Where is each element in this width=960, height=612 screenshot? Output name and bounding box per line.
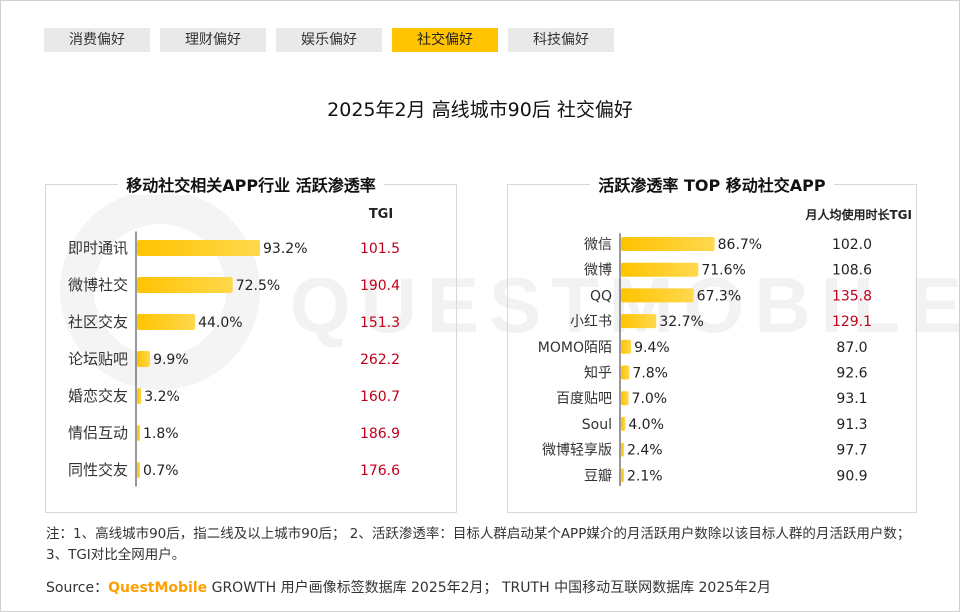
category-label: 同性交友 (68, 461, 128, 479)
source-prefix: Source： (46, 580, 109, 596)
tgi-value: 93.1 (836, 391, 867, 407)
source-line: Source：QuestMobile GROWTH 用户画像标签数据库 2025… (46, 577, 771, 597)
tgi-value: 129.1 (832, 314, 872, 330)
industry-panel: 移动社交相关APP行业 活跃渗透率 (45, 176, 457, 513)
bar-value-label: 32.7% (659, 314, 703, 330)
bar (621, 339, 632, 354)
bar (621, 314, 657, 329)
tgi-value: 87.0 (836, 340, 867, 356)
bar (137, 314, 196, 330)
category-label: 社区交友 (68, 313, 128, 331)
bar-value-label: 2.1% (627, 468, 663, 484)
category-label: 微博 (584, 262, 612, 279)
bar-value-label: 1.8% (143, 426, 179, 442)
app-panel: 活跃渗透率 TOP 移动社交APP (507, 176, 917, 513)
category-label: Soul (582, 417, 612, 433)
tgi-value: 97.7 (836, 443, 867, 459)
category-label: 微博轻享版 (542, 442, 612, 459)
category-label: 情侣互动 (68, 424, 128, 442)
tgi-header: 月人均使用时长TGI (804, 207, 912, 222)
bar-value-label: 9.9% (153, 352, 189, 368)
tab-technology[interactable]: 科技偏好 (508, 28, 614, 52)
bar-value-label: 71.6% (701, 263, 745, 279)
category-label: 婚恋交友 (68, 387, 128, 405)
bar (621, 391, 629, 406)
bar-value-label: 4.0% (628, 417, 664, 433)
bar (621, 288, 694, 303)
bar (137, 388, 142, 404)
category-label: 百度贴吧 (556, 391, 612, 407)
tgi-value: 92.6 (836, 366, 867, 382)
bar (621, 365, 630, 380)
tgi-value: 90.9 (836, 468, 867, 484)
page-title: 2025年2月 高线城市90后 社交偏好 (327, 99, 633, 121)
bar-value-label: 93.2% (263, 241, 307, 257)
tab-consumption[interactable]: 消费偏好 (44, 28, 150, 52)
tgi-value: 160.7 (360, 389, 400, 405)
footnote: 注：1、高线城市90后，指二线及以上城市90后； 2、活跃渗透率：目标人群启动某… (46, 526, 911, 563)
bar-value-label: 7.8% (632, 366, 668, 382)
tab-social[interactable]: 社交偏好 (392, 28, 498, 52)
source-text: GROWTH 用户画像标签数据库 2025年2月； TRUTH 中国移动互联网数… (207, 580, 772, 596)
bar-value-label: 2.4% (627, 443, 663, 459)
source-brand: QuestMobile (108, 580, 208, 596)
tgi-value: 151.3 (360, 315, 400, 331)
category-tabs: 消费偏好 理财偏好 娱乐偏好 社交偏好 科技偏好 (44, 28, 614, 52)
tgi-value: 190.4 (360, 278, 400, 294)
category-label: MOMO陌陌 (538, 340, 612, 356)
tgi-header: TGI (369, 207, 393, 222)
tgi-value: 186.9 (360, 426, 400, 442)
category-label: 豆瓣 (584, 468, 612, 484)
tab-entertainment[interactable]: 娱乐偏好 (276, 28, 382, 52)
bar (621, 442, 624, 457)
bar (621, 468, 624, 483)
category-label: 即时通讯 (68, 239, 128, 257)
tgi-value: 176.6 (360, 463, 400, 479)
category-label: 小红书 (570, 314, 612, 330)
bar (137, 240, 261, 256)
tab-finance[interactable]: 理财偏好 (160, 28, 266, 52)
bar-value-label: 0.7% (143, 463, 179, 479)
bar-value-label: 3.2% (144, 389, 180, 405)
category-label: 知乎 (584, 365, 612, 382)
bar-value-label: 86.7% (718, 237, 762, 253)
bar (137, 425, 140, 441)
category-label: 微博社交 (68, 276, 128, 294)
bar-value-label: 72.5% (236, 278, 280, 294)
bar-value-label: 67.3% (697, 288, 741, 304)
tgi-value: 135.8 (832, 288, 872, 304)
tgi-value: 102.0 (832, 237, 872, 253)
tgi-value: 262.2 (360, 352, 400, 368)
bar-value-label: 9.4% (634, 340, 670, 356)
bar-value-label: 7.0% (632, 391, 668, 407)
bar (621, 416, 626, 431)
bar (137, 351, 151, 367)
app-chart-title: 活跃渗透率 TOP 移动社交APP (590, 176, 834, 195)
category-label: 论坛贴吧 (68, 350, 128, 368)
category-label: 微信 (584, 237, 612, 253)
bar (137, 277, 233, 293)
bar (621, 262, 699, 277)
category-label: QQ (590, 288, 612, 304)
bar-value-label: 44.0% (198, 315, 242, 331)
industry-chart-title: 移动社交相关APP行业 活跃渗透率 (118, 176, 384, 195)
bar (621, 237, 715, 251)
tgi-value: 91.3 (836, 417, 867, 433)
tgi-value: 101.5 (360, 241, 400, 257)
tgi-value: 108.6 (832, 263, 872, 279)
bar (137, 462, 140, 478)
